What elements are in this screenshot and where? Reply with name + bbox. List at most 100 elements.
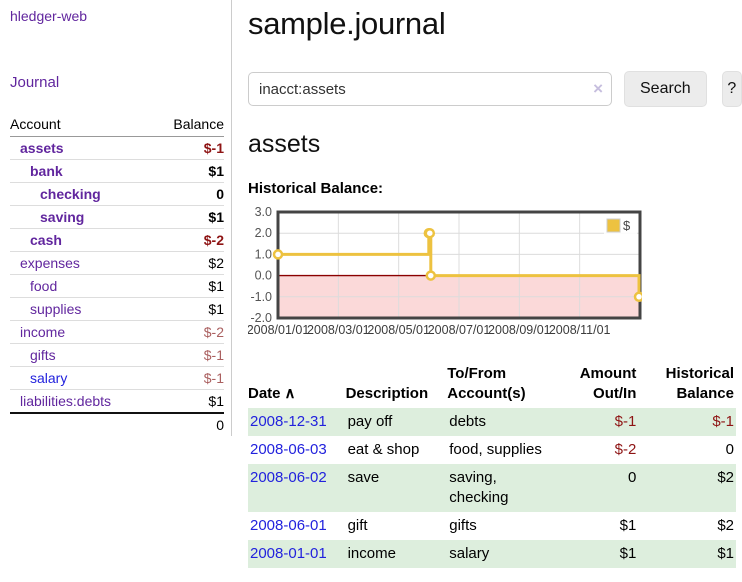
chart-canvas: $3.0 2.0 1.0 0.0 -1.0 -2.02008/01/012008/03/0…: [247, 205, 645, 337]
svg-text:1.0: 1.0: [255, 247, 272, 261]
register-amount: $1: [619, 545, 637, 562]
sidebar-account-balance: $-1: [203, 140, 224, 156]
historical-balance-chart: $3.0 2.0 1.0 0.0 -1.0 -2.0 2008/01/01 2008/03/0…: [247, 205, 742, 345]
register-accounts: gifts: [449, 517, 477, 534]
register-date-link[interactable]: 2008-12-31: [250, 413, 327, 430]
register-amount: $-1: [614, 413, 637, 430]
svg-text:3.0: 3.0: [255, 206, 272, 219]
sidebar-account-link[interactable]: bank: [30, 163, 63, 179]
sidebar-item-journal[interactable]: Journal: [10, 74, 60, 91]
register-balance: $2: [717, 517, 734, 534]
register-row: 2008-06-01 gift gifts $1 $2: [248, 512, 736, 540]
sidebar-account-row: liabilities:debts $1: [10, 390, 224, 412]
sidebar-account-row: income $-2: [10, 321, 224, 344]
sidebar-accounts-header: Account Balance: [10, 113, 224, 137]
register-amount: 0: [628, 469, 637, 486]
sidebar-accounts-total: 0: [10, 412, 224, 436]
sidebar-account-link[interactable]: supplies: [30, 301, 82, 317]
svg-text:2008/11/01: 2008/11/01: [549, 323, 611, 337]
sidebar-account-balance: $1: [208, 209, 224, 225]
sidebar-account-balance: $-2: [203, 232, 224, 248]
register-row: 2008-06-03 eat & shop food, supplies $-2…: [248, 436, 736, 464]
sidebar-account-balance: $-1: [203, 370, 224, 386]
sidebar-account-link[interactable]: food: [30, 278, 58, 294]
account-heading: assets: [248, 130, 321, 158]
register-date-link[interactable]: 2008-06-02: [250, 469, 327, 486]
svg-text:2008/09/01: 2008/09/01: [488, 323, 551, 337]
register-balance: 0: [725, 441, 734, 458]
register-accounts: food, supplies: [449, 441, 542, 458]
sidebar-account-row: expenses $2: [10, 252, 224, 275]
sidebar-account-row: saving $1: [10, 206, 224, 229]
sidebar-account-row: checking 0: [10, 183, 224, 206]
app-brand-link[interactable]: hledger-web: [10, 8, 88, 24]
register-header-accounts: To/From Account(s): [447, 365, 526, 402]
register-header-balance: Historical Balance: [665, 365, 734, 402]
register-amount: $-2: [614, 441, 637, 458]
search-button[interactable]: Search: [624, 71, 707, 107]
help-button[interactable]: ?: [721, 71, 742, 107]
sidebar: hledger-web Journal Account Balance asse…: [0, 0, 232, 436]
sort-asc-icon: ∧: [284, 385, 296, 402]
page-title: sample.journal: [248, 6, 446, 41]
sidebar-account-row: gifts $-1: [10, 344, 224, 367]
svg-text:$: $: [623, 218, 631, 233]
register-accounts: saving, checking: [449, 469, 509, 506]
register-accounts: salary: [449, 545, 490, 562]
register-balance: $2: [717, 469, 734, 486]
register-date-link[interactable]: 2008-01-01: [250, 545, 327, 562]
clear-search-icon[interactable]: ×: [593, 79, 603, 98]
svg-text:-2.0: -2.0: [250, 311, 272, 325]
register-date-link[interactable]: 2008-06-03: [250, 441, 327, 458]
sidebar-account-balance: 0: [216, 186, 224, 202]
sidebar-account-row: salary $-1: [10, 367, 224, 390]
sidebar-account-balance: $-1: [203, 347, 224, 363]
register-header-description: Description: [345, 385, 429, 402]
register-row: 2008-12-31 pay off debts $-1 $-1: [248, 408, 736, 436]
sidebar-account-link[interactable]: saving: [40, 209, 85, 225]
sidebar-account-balance: $1: [208, 393, 224, 409]
register-description: save: [347, 469, 380, 486]
register-table: Date ∧ Description To/From Account(s) Amo…: [248, 362, 736, 568]
sidebar-account-link[interactable]: assets: [20, 140, 64, 156]
svg-text:2008/07/01: 2008/07/01: [428, 323, 491, 337]
sidebar-account-balance: $-2: [203, 324, 224, 340]
register-description: gift: [347, 517, 368, 534]
register-date-link[interactable]: 2008-06-01: [250, 517, 327, 534]
register-amount: $1: [619, 517, 637, 534]
register-accounts: debts: [449, 413, 486, 430]
sidebar-account-link[interactable]: expenses: [20, 255, 80, 271]
sidebar-account-link[interactable]: cash: [30, 232, 62, 248]
sidebar-account-link[interactable]: gifts: [30, 347, 56, 363]
register-balance: $1: [717, 545, 734, 562]
sidebar-account-link[interactable]: liabilities:debts: [20, 393, 112, 409]
sidebar-account-link[interactable]: salary: [30, 370, 68, 386]
sidebar-account-row: food $1: [10, 275, 224, 298]
sidebar-account-row: bank $1: [10, 160, 224, 183]
svg-text:2008/05/01: 2008/05/01: [367, 323, 430, 337]
svg-text:2.0: 2.0: [255, 226, 272, 240]
chart-title: Historical Balance:: [248, 180, 384, 197]
register-header-row: Date ∧ Description To/From Account(s) Amo…: [248, 362, 736, 408]
sidebar-account-row: cash $-2: [10, 229, 224, 252]
svg-text:-1.0: -1.0: [250, 290, 272, 304]
sidebar-account-balance: $1: [208, 163, 224, 179]
register-description: pay off: [347, 413, 393, 430]
search-input[interactable]: [248, 72, 612, 106]
register-header-date[interactable]: Date ∧: [248, 385, 296, 402]
svg-text:2008/03/01: 2008/03/01: [307, 323, 370, 337]
sidebar-account-link[interactable]: income: [20, 324, 66, 340]
sidebar-account-link[interactable]: checking: [40, 186, 101, 202]
sidebar-account-balance: $1: [208, 301, 224, 317]
accounts-header-balance: Balance: [173, 116, 224, 132]
sidebar-account-row: supplies $1: [10, 298, 224, 321]
svg-text:0.0: 0.0: [255, 269, 272, 283]
sidebar-account-balance: $1: [208, 278, 224, 294]
register-description: eat & shop: [347, 441, 420, 458]
sidebar-account-row: assets $-1: [10, 137, 224, 160]
register-balance: $-1: [712, 413, 734, 430]
search-bar: × Search ?: [248, 71, 742, 107]
register-description: income: [347, 545, 396, 562]
sidebar-account-balance: $2: [208, 255, 224, 271]
register-row: 2008-01-01 income salary $1 $1: [248, 540, 736, 568]
